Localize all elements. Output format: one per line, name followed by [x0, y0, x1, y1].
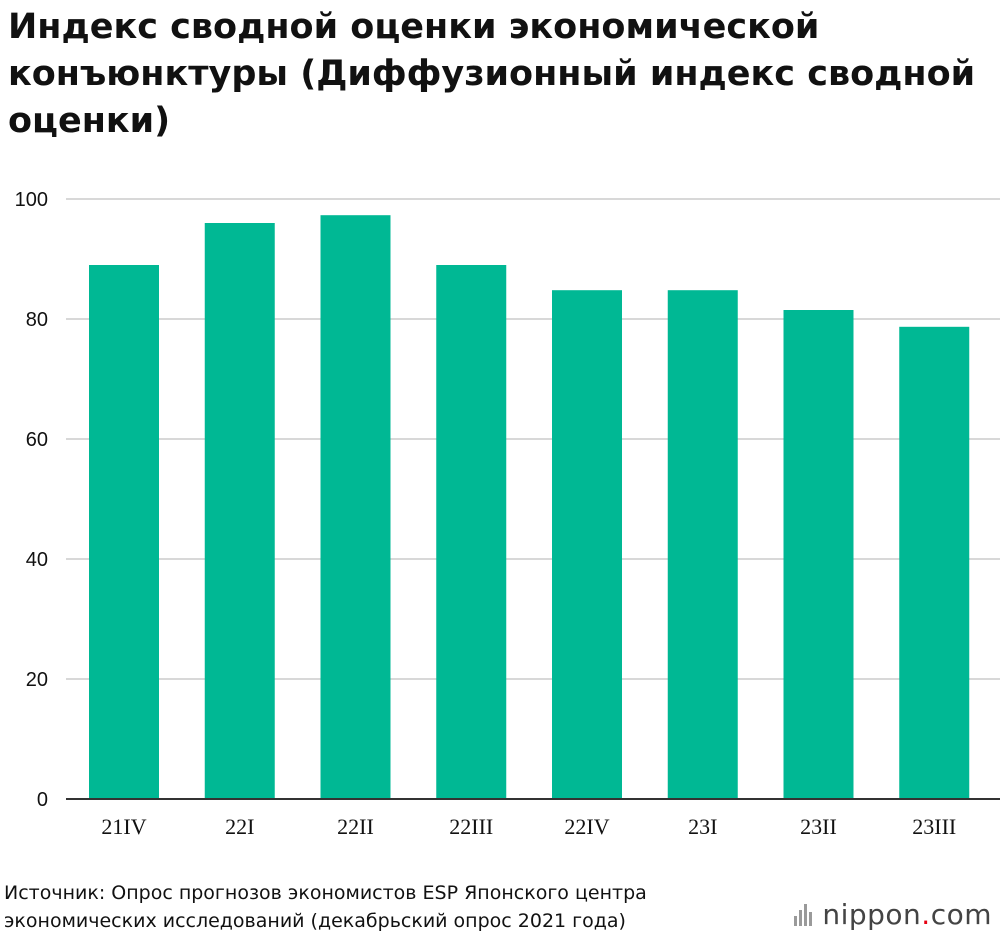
bar	[552, 290, 622, 799]
x-tick-label: 23I	[688, 814, 717, 839]
nippon-logo-mark-icon	[794, 903, 814, 926]
bar	[783, 310, 854, 799]
x-tick-label: 22I	[225, 814, 254, 839]
x-tick-label: 21IV	[101, 814, 146, 839]
bar	[899, 326, 970, 799]
bar	[320, 215, 391, 799]
bars	[89, 215, 970, 799]
y-tick-label: 80	[26, 309, 48, 331]
bar	[667, 290, 738, 799]
bar	[436, 265, 507, 799]
x-tick-label: 22IV	[564, 814, 609, 839]
y-tick-label: 0	[37, 789, 48, 811]
nippon-logo: nippon. com	[794, 898, 992, 931]
x-tick-label: 23II	[800, 814, 837, 839]
axes: 0 20 40 60 80 100 21IV 22I 22II 22III 22IV 23I 23II 2…	[15, 189, 1000, 839]
bar	[89, 265, 159, 799]
brand-suffix: com	[930, 898, 992, 931]
y-tick-label: 100	[15, 189, 48, 211]
x-tick-label: 23III	[912, 814, 956, 839]
x-tick-label: 22III	[449, 814, 493, 839]
y-tick-label: 20	[26, 669, 48, 691]
brand-name: nippon	[822, 898, 922, 931]
y-tick-label: 60	[26, 429, 48, 451]
source-note: Источник: Опрос прогнозов экономистов ES…	[4, 882, 647, 932]
x-tick-label: 22II	[337, 814, 374, 839]
chart-title: Индекс сводной оценки экономической конъ…	[8, 7, 976, 141]
bar	[204, 223, 275, 799]
y-tick-label: 40	[26, 549, 48, 571]
brand-dot: .	[921, 898, 931, 931]
bar-chart: 0 20 40 60 80 100 21IV 22I 22II 22III 22IV 23I 23II 2…	[15, 189, 1000, 839]
